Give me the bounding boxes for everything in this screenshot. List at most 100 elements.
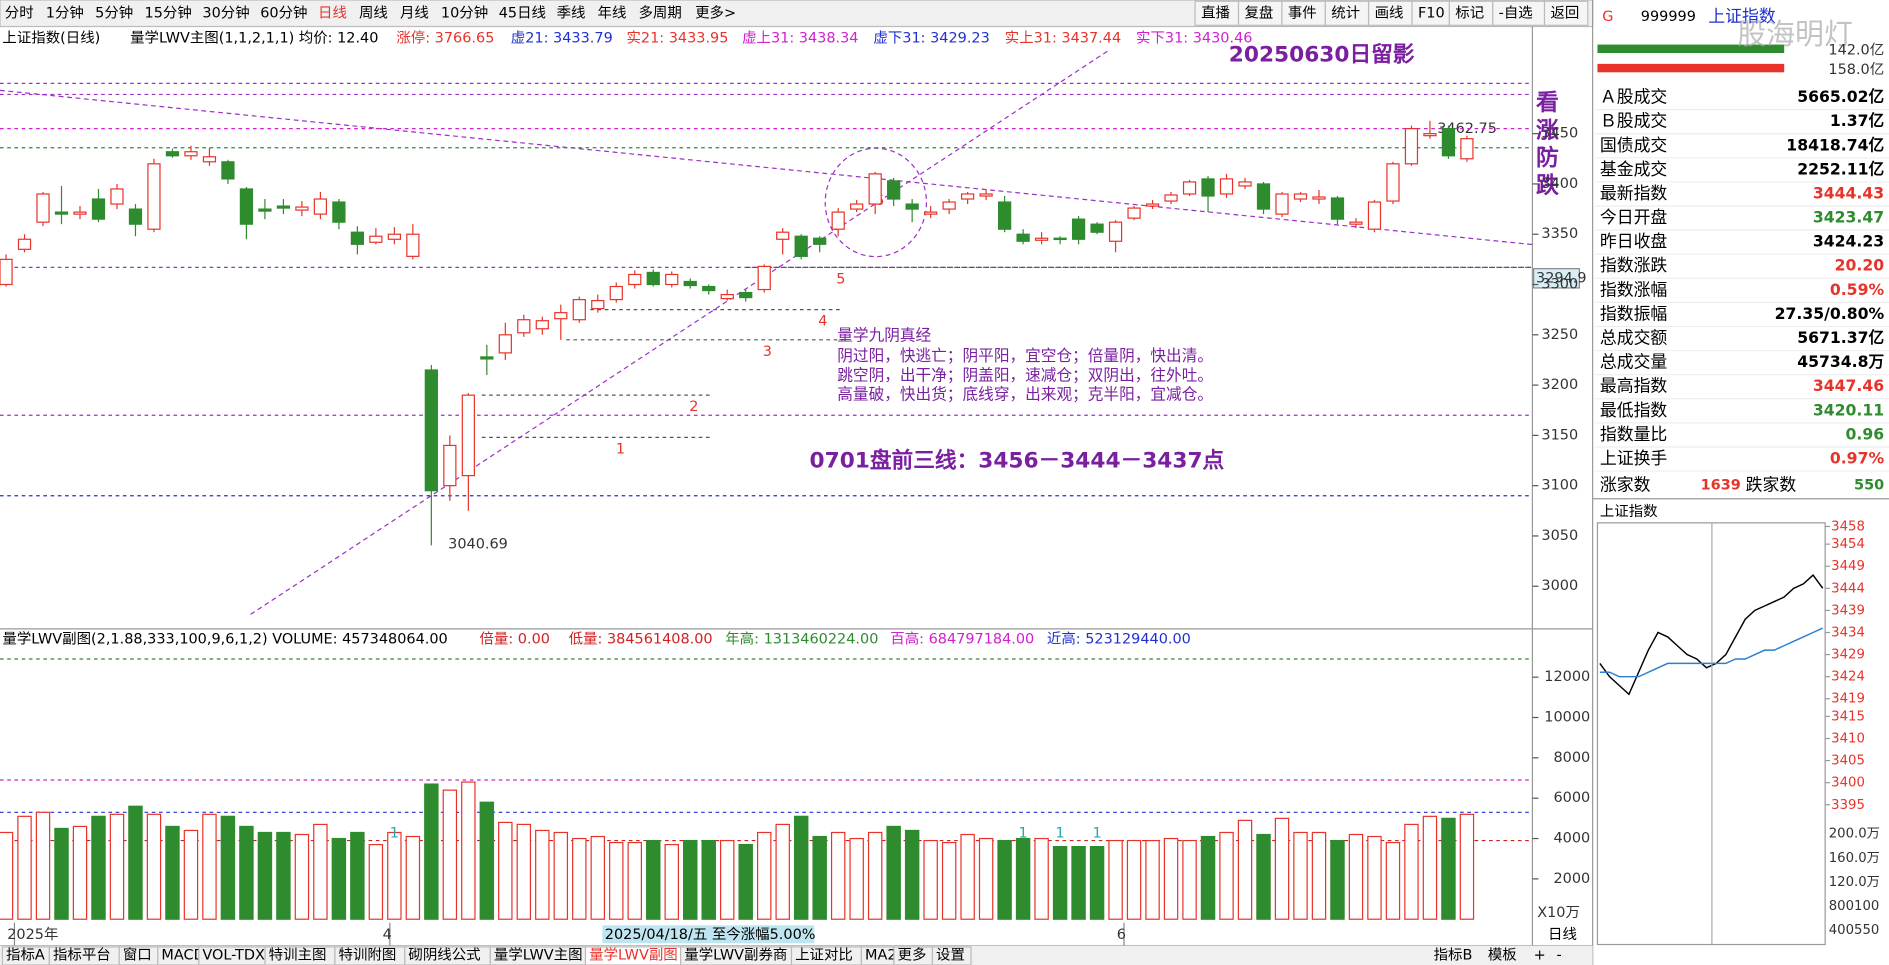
candle-body bbox=[961, 193, 975, 200]
candle-body bbox=[794, 235, 808, 257]
toolbar-button[interactable] bbox=[1367, 0, 1413, 26]
menu-item[interactable]: 5分钟 bbox=[95, 4, 133, 21]
v-tick-label: 6000 bbox=[1553, 790, 1590, 806]
tab-label[interactable]: 量学LWV副图 bbox=[589, 946, 678, 963]
candle-body bbox=[1182, 181, 1197, 195]
toolbar-button[interactable] bbox=[1281, 0, 1326, 26]
menu-item[interactable]: 分时 bbox=[5, 4, 34, 21]
candle-body bbox=[997, 201, 1012, 230]
intraday-vol-label: 200.0万 bbox=[1829, 827, 1880, 842]
candle-body bbox=[1071, 218, 1086, 240]
candle-body bbox=[147, 163, 161, 230]
volume-bar bbox=[128, 805, 143, 920]
menu-item[interactable]: 季线 bbox=[557, 4, 586, 21]
toolbar-button[interactable] bbox=[1543, 0, 1589, 26]
intraday-tick-label: 3395 bbox=[1831, 798, 1865, 813]
row-label: 总成交量 bbox=[1600, 352, 1668, 372]
menu-item[interactable]: 10分钟 bbox=[441, 4, 488, 21]
volume-bar bbox=[17, 815, 32, 920]
side-note: 看 bbox=[1536, 90, 1559, 116]
tab-right[interactable]: 指标B bbox=[1434, 946, 1473, 963]
volume-bar bbox=[886, 825, 901, 920]
toolbar-label[interactable]: F10 bbox=[1418, 5, 1445, 21]
volume-bar bbox=[830, 831, 846, 920]
row-label: 最高指数 bbox=[1600, 376, 1668, 396]
toolbar-button[interactable] bbox=[1448, 0, 1494, 26]
volume-bar bbox=[516, 823, 532, 920]
volume-bar bbox=[1256, 833, 1271, 920]
tab-right[interactable]: + bbox=[1534, 947, 1546, 963]
tab-label[interactable]: VOL-TDX bbox=[202, 947, 265, 963]
tab-label[interactable]: 特训主图 bbox=[269, 946, 327, 963]
candle-body bbox=[1016, 233, 1030, 242]
candle-body bbox=[1293, 193, 1308, 200]
menu-item[interactable]: 多周期 bbox=[639, 4, 682, 21]
toolbar-label[interactable]: 返回 bbox=[1550, 4, 1579, 21]
v-tick-label: 4000 bbox=[1553, 831, 1590, 847]
toolbar-label[interactable]: 画线 bbox=[1375, 4, 1404, 21]
volume-bar bbox=[72, 825, 88, 920]
volume-mark: 1 bbox=[1019, 826, 1028, 842]
volume-bar bbox=[331, 837, 347, 920]
tab-label[interactable]: 特训附图 bbox=[339, 946, 397, 963]
volume-bar bbox=[387, 831, 402, 920]
row-label: 指数量比 bbox=[1600, 424, 1667, 444]
menu-item[interactable]: 月线 bbox=[400, 4, 429, 21]
volume-bar bbox=[165, 825, 180, 920]
menu-item[interactable]: 45日线 bbox=[499, 4, 546, 21]
volume-bar bbox=[978, 837, 994, 920]
menu-item[interactable]: 60分钟 bbox=[260, 4, 307, 21]
toolbar-label[interactable]: 直播 bbox=[1201, 4, 1230, 21]
toolbar-button[interactable] bbox=[1194, 0, 1240, 26]
row-label: 总成交额 bbox=[1600, 328, 1668, 348]
tab-right[interactable]: - bbox=[1556, 947, 1561, 963]
volume-bar bbox=[1015, 837, 1031, 920]
tab-label[interactable]: MACD bbox=[161, 947, 204, 963]
scripture-line: 高量破，快出货；底线穿，出来观；克半阳，宜减仓。 bbox=[837, 385, 1213, 404]
row-value: 0.97% bbox=[1830, 449, 1885, 468]
y-tick-label: 3400 bbox=[1541, 176, 1578, 192]
step-label: 4 bbox=[818, 314, 827, 330]
candle-body bbox=[1108, 221, 1123, 242]
tab-label[interactable]: 上证对比 bbox=[795, 946, 853, 963]
tab-right[interactable]: 模板 bbox=[1488, 945, 1517, 963]
candle-body bbox=[628, 273, 642, 286]
toolbar-label[interactable]: -自选 bbox=[1499, 4, 1533, 21]
tab-label[interactable]: 更多 bbox=[898, 946, 927, 963]
volume-bar bbox=[904, 829, 920, 920]
toolbar-label[interactable]: 统计 bbox=[1331, 4, 1360, 21]
toolbar-label[interactable]: 标记 bbox=[1455, 4, 1484, 21]
toolbar-button[interactable] bbox=[1411, 0, 1450, 26]
volume-bar bbox=[276, 831, 291, 920]
tab-label[interactable]: 指标平台 bbox=[53, 946, 111, 963]
tab-label[interactable]: MA2 bbox=[865, 947, 897, 963]
tab-label[interactable]: 设置 bbox=[936, 946, 965, 963]
candle-body bbox=[1330, 197, 1345, 220]
volume-bar bbox=[1219, 831, 1234, 920]
tab-label[interactable]: 量学LWV主图 bbox=[494, 946, 583, 963]
panel-g: G bbox=[1602, 9, 1613, 25]
menu-item[interactable]: 年线 bbox=[598, 4, 627, 21]
toolbar-label[interactable]: 事件 bbox=[1288, 4, 1317, 21]
intraday-tick-label: 3419 bbox=[1831, 692, 1865, 707]
menu-item[interactable]: 15分钟 bbox=[145, 4, 192, 21]
volume-bar bbox=[793, 815, 809, 920]
tab-label[interactable]: 砌阴线公式 bbox=[408, 946, 480, 963]
menu-item[interactable]: 日线 bbox=[318, 4, 347, 21]
row-value: 20.20 bbox=[1835, 256, 1885, 275]
header-item: 涨停: 3766.65 bbox=[396, 30, 494, 47]
tab-label[interactable]: 量学LWV副券商 bbox=[684, 946, 787, 963]
y-tick-label: 3250 bbox=[1541, 327, 1578, 343]
menu-item[interactable]: 周线 bbox=[359, 4, 388, 21]
tab-label[interactable]: 窗口 bbox=[123, 945, 152, 963]
y-tick-label: 3350 bbox=[1541, 226, 1578, 242]
toolbar-label[interactable]: 复盘 bbox=[1244, 3, 1273, 21]
menu-item[interactable]: 30分钟 bbox=[202, 4, 249, 21]
toolbar-button[interactable] bbox=[1492, 0, 1546, 26]
tab-label[interactable]: 指标A bbox=[6, 946, 45, 963]
menu-item[interactable]: 1分钟 bbox=[46, 4, 84, 21]
intraday-vol-label: 160.0万 bbox=[1829, 851, 1880, 866]
menu-item[interactable]: 更多> bbox=[695, 4, 736, 21]
volume-mark: 1 bbox=[1055, 826, 1064, 842]
